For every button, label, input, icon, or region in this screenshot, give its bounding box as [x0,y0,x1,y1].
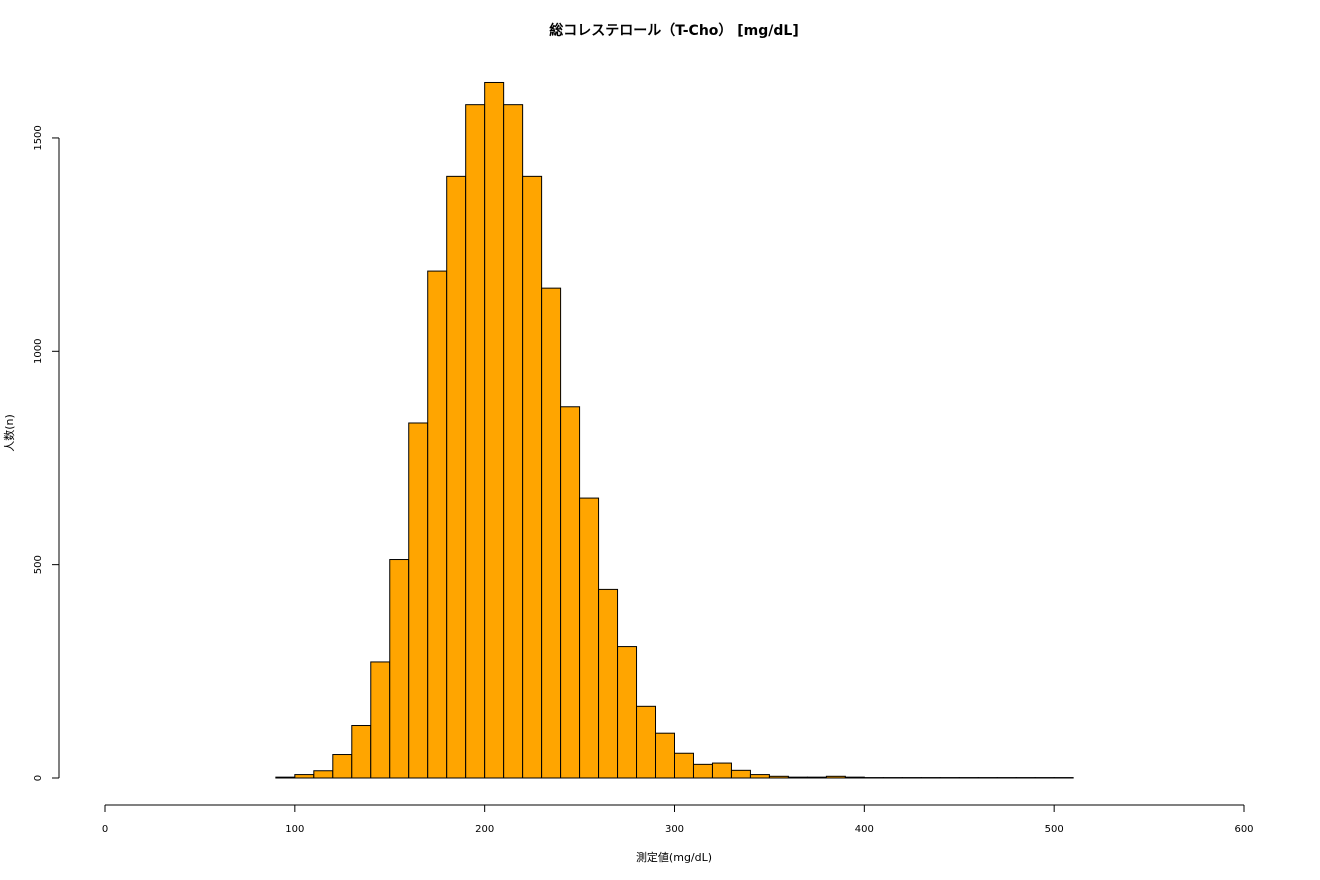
histogram-bar [427,270,448,779]
histogram-bar [446,175,467,779]
histogram-bar [351,725,372,779]
x-axis: 0 100 200 300 400 500 600 [102,804,1254,835]
chart-title: 総コレステロール（T-Cho） [mg/dL] [549,22,799,39]
histogram-bar [560,406,581,779]
y-tick-label: 500 [33,555,44,574]
histogram-bar [389,559,410,779]
histogram-bar [522,175,543,779]
histogram-bar [787,776,808,779]
x-tick-label: 500 [1045,824,1064,835]
histogram-bar [598,588,619,779]
histogram-bar [275,776,296,779]
y-axis-label: 人数(n) [3,414,16,452]
histogram-bar [636,705,657,779]
histogram-bar [617,646,638,779]
x-tick-label: 300 [665,824,684,835]
y-tick-label: 1000 [33,339,44,364]
histogram-bar [541,287,562,779]
histogram-bar [806,776,827,779]
y-axis: 0 500 1000 1500 [33,125,60,781]
histogram-bar [294,774,315,779]
histogram-bar [674,752,694,779]
bars-group [275,81,1074,779]
x-tick-label: 0 [102,824,108,835]
x-tick-label: 400 [855,824,874,835]
histogram-bar [370,661,391,779]
histogram-bar [711,762,732,779]
histogram-bar [332,754,353,779]
histogram-bar [844,776,865,779]
x-axis-label: 測定値(mg/dL) [636,850,712,864]
histogram-bar [503,104,524,779]
histogram-bar [825,775,846,779]
x-tick-label: 600 [1234,824,1253,835]
y-tick-label: 1500 [33,125,44,150]
histogram-bar [484,81,505,779]
histogram-bar [749,774,770,779]
histogram-bar [768,775,789,779]
x-tick-label: 200 [475,824,494,835]
histogram-bar [465,104,486,779]
histogram-bar [730,769,751,779]
y-tick-label: 0 [33,775,44,781]
histogram-bar [692,763,713,779]
histogram-bar [408,422,429,779]
x-tick-label: 100 [285,824,304,835]
histogram-bar [655,732,675,779]
histogram-bar [313,770,334,779]
histogram-bar [579,497,600,779]
